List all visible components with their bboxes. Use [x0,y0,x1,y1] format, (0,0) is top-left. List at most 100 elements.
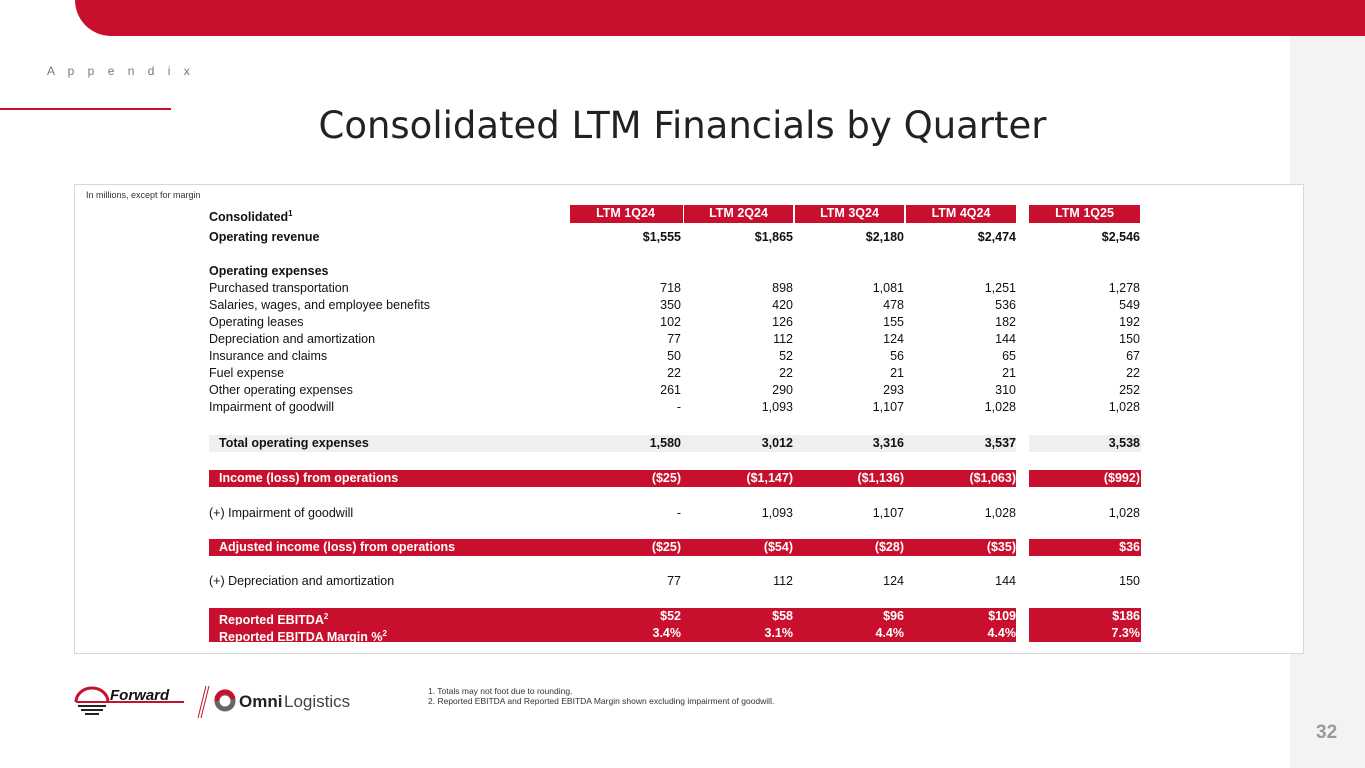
row-label: (+) Impairment of goodwill [209,506,354,520]
value-cell: 52 [779,349,793,363]
value-cell: 536 [995,298,1016,312]
value-cell: 77 [667,332,681,346]
value-cell: 3,316 [872,436,904,450]
column-header: LTM 3Q24 [795,205,904,223]
table-row: Operating leases 102 126 155 182 192 [209,314,1141,331]
section-heading: Operating expenses [209,263,1141,280]
value-cell: ($25) [651,540,681,554]
row-label: Insurance and claims [209,349,328,363]
row-label: Reported EBITDA2 [219,612,329,628]
section-label: A p p e n d i x [47,64,195,78]
value-cell: 1,028 [984,506,1016,520]
value-cell: 252 [1119,383,1140,397]
footnote-marker: 2 [323,612,329,621]
company-logos: Forward Omni Logistics [74,684,364,723]
table-row: Impairment of goodwill - 1,093 1,107 1,028 1,… [209,399,1141,416]
value-cell: 1,278 [1108,281,1140,295]
value-cell: 102 [660,315,681,329]
value-cell: $1,555 [642,230,681,244]
value-cell: ($1,063) [969,471,1016,485]
footnote-marker: 1 [288,209,293,218]
value-cell: ($54) [763,540,793,554]
row-label: Operating expenses [209,264,329,278]
value-cell: 3,537 [984,436,1016,450]
value-cell: 112 [773,332,793,346]
value-cell: 21 [890,366,904,380]
highlight-row: Reported EBITDA2 $52 $58 $96 $109 $186 [209,608,1141,627]
value-cell: $2,474 [977,230,1016,244]
value-cell: $36 [1119,540,1140,554]
value-cell: ($28) [874,540,904,554]
table-row: Operating revenue $1,555 $1,865 $2,180 $2,47… [209,229,1141,246]
value-cell: 7.3% [1111,626,1141,640]
value-cell: 290 [772,383,793,397]
row-label: Reported EBITDA Margin %2 [219,629,387,645]
highlight-row: Adjusted income (loss) from operations ($… [209,539,1141,556]
value-cell: 1,081 [872,281,904,295]
highlight-row: Reported EBITDA Margin %2 3.4% 3.1% 4.4% 4.4… [209,625,1141,644]
value-cell: 1,107 [872,400,904,414]
value-cell: 898 [772,281,793,295]
financial-table-panel [74,184,1304,654]
value-cell: 192 [1119,315,1140,329]
row-label: Adjusted income (loss) from operations [219,540,456,554]
value-cell: 50 [667,349,681,363]
value-cell: 124 [883,574,904,588]
value-cell: 150 [1119,574,1140,588]
page-title: Consolidated LTM Financials by Quarter [318,104,1047,147]
value-cell: 22 [779,366,793,380]
value-cell: $2,180 [865,230,904,244]
value-cell: 155 [883,315,904,329]
value-cell: 3.1% [764,626,794,640]
value-cell: 112 [773,574,793,588]
value-cell: 144 [995,332,1016,346]
value-cell: 1,028 [984,400,1016,414]
table-row: Insurance and claims 50 52 56 65 67 [209,348,1141,365]
value-cell: $58 [772,609,793,623]
footnotes: 1. Totals may not foot due to rounding. … [428,686,774,706]
value-cell: 67 [1126,349,1140,363]
value-cell: 182 [995,315,1016,329]
value-cell: $186 [1112,609,1140,623]
table-row: Salaries, wages, and employee benefits 35… [209,297,1141,314]
column-header: LTM 4Q24 [906,205,1016,223]
value-cell: 1,093 [761,400,793,414]
value-cell: 1,093 [761,506,793,520]
value-cell: ($25) [651,471,681,485]
value-cell: 1,028 [1108,506,1140,520]
forward-logo: Forward [74,686,184,715]
row-label: Depreciation and amortization [209,332,376,346]
value-cell: 310 [995,383,1016,397]
value-cell: 293 [883,383,904,397]
value-cell: ($992) [1103,471,1140,485]
row-label: (+) Depreciation and amortization [209,574,395,588]
column-header: LTM 1Q24 [570,205,683,223]
column-header: LTM 2Q24 [684,205,793,223]
row-label: Consolidated1 [209,209,293,225]
value-cell: 718 [660,281,681,295]
value-cell: $1,865 [754,230,793,244]
value-cell: 124 [883,332,904,346]
value-cell: $109 [988,609,1016,623]
svg-text:Forward: Forward [110,687,170,704]
omni-logo: Omni Logistics [214,689,350,712]
value-cell: - [676,400,681,414]
value-cell: 65 [1002,349,1016,363]
header-row: Consolidated1 LTM 1Q24 LTM 2Q24 LTM 3Q24 LTM… [209,205,1141,224]
value-cell: 549 [1119,298,1140,312]
row-label: Other operating expenses [209,383,353,397]
top-banner [75,0,1365,36]
total-row: Total operating expenses 1,580 3,012 3,316 3… [209,435,1141,452]
value-cell: 56 [890,349,904,363]
value-cell: ($1,136) [857,471,904,485]
row-label: Income (loss) from operations [219,471,399,485]
value-cell: $96 [883,609,904,623]
value-cell: 1,251 [984,281,1016,295]
row-label: Salaries, wages, and employee benefits [209,298,430,312]
value-cell: $2,546 [1101,230,1140,244]
row-label: Impairment of goodwill [209,400,335,414]
svg-text:Omni: Omni [239,692,282,711]
divider [0,108,171,110]
value-cell: 22 [1126,366,1140,380]
value-cell: 1,107 [872,506,904,520]
